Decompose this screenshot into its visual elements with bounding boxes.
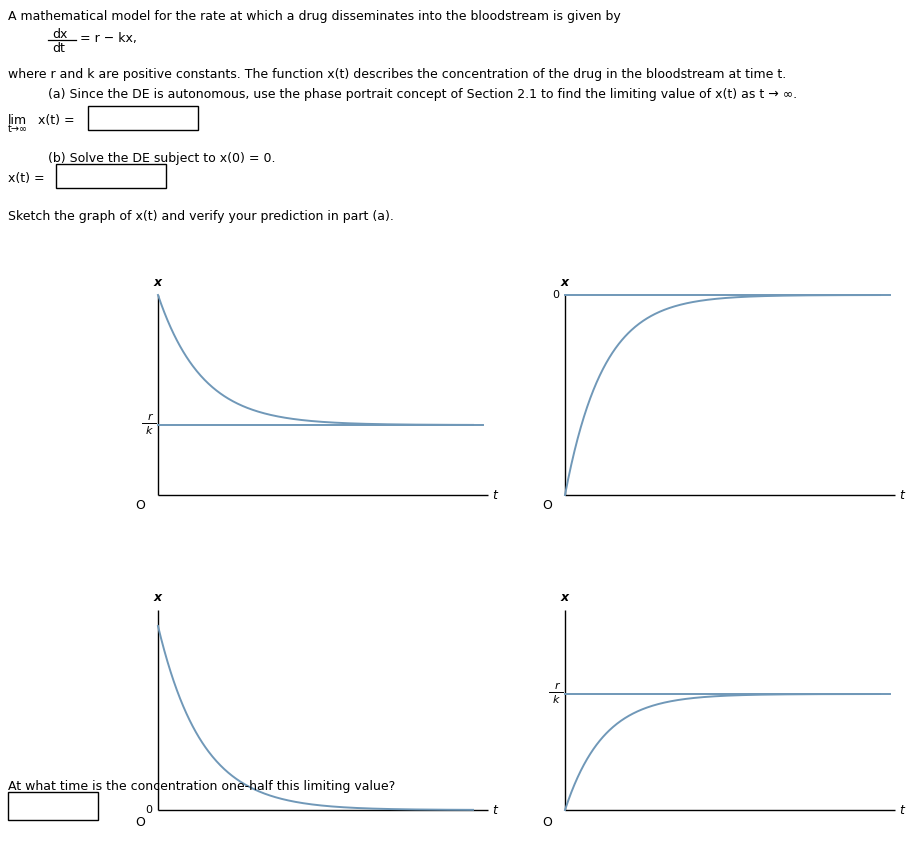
Text: t→∞: t→∞ <box>8 124 28 134</box>
Text: dt: dt <box>52 42 65 55</box>
Bar <box>8 792 98 820</box>
Text: where r and k are positive constants. The function x(t) describes the concentrat: where r and k are positive constants. Th… <box>8 68 786 81</box>
Text: A mathematical model for the rate at which a drug disseminates into the bloodstr: A mathematical model for the rate at whi… <box>8 10 621 23</box>
Text: 0: 0 <box>145 805 152 815</box>
Text: At what time is the concentration one-half this limiting value?: At what time is the concentration one-ha… <box>8 780 395 793</box>
Text: k: k <box>145 426 152 436</box>
Text: x: x <box>561 591 569 604</box>
Bar <box>56 164 166 188</box>
Text: x: x <box>561 276 569 289</box>
Text: = r − kx,: = r − kx, <box>80 32 137 45</box>
Text: O: O <box>542 499 552 512</box>
Text: x(t) =: x(t) = <box>8 172 45 185</box>
Text: (b) Solve the DE subject to x(0) = 0.: (b) Solve the DE subject to x(0) = 0. <box>48 152 276 165</box>
Text: x: x <box>154 276 163 289</box>
Text: x(t) =: x(t) = <box>38 114 75 127</box>
Text: t: t <box>899 488 904 501</box>
Text: lim: lim <box>8 114 27 127</box>
Text: t: t <box>492 488 497 501</box>
Text: x: x <box>154 591 163 604</box>
Text: (a) Since the DE is autonomous, use the phase portrait concept of Section 2.1 to: (a) Since the DE is autonomous, use the … <box>48 88 797 101</box>
Text: t: t <box>492 804 497 817</box>
Text: O: O <box>135 816 145 829</box>
Text: t: t <box>899 804 904 817</box>
Text: r: r <box>147 412 152 422</box>
Text: k: k <box>552 695 559 705</box>
Text: r: r <box>554 681 559 691</box>
Bar <box>88 106 198 130</box>
Text: O: O <box>542 816 552 829</box>
Text: O: O <box>135 499 145 512</box>
Text: dx: dx <box>52 28 68 41</box>
Text: 0: 0 <box>552 290 559 300</box>
Text: Sketch the graph of x(t) and verify your prediction in part (a).: Sketch the graph of x(t) and verify your… <box>8 210 394 223</box>
